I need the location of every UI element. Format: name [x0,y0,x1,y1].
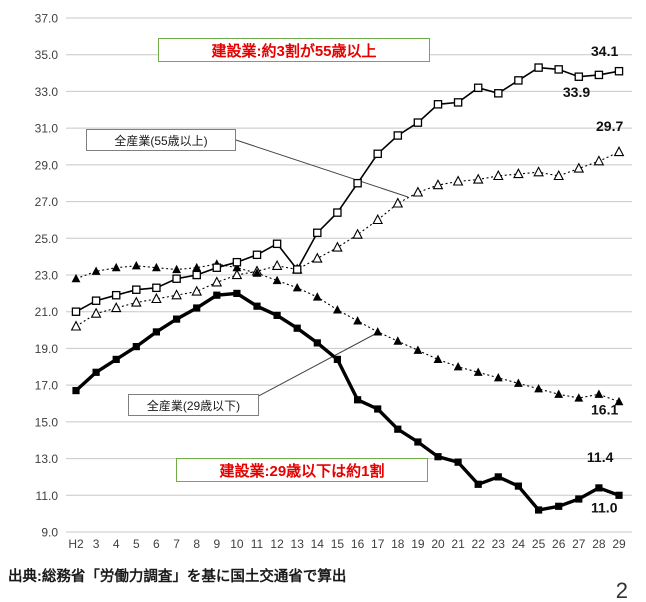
svg-text:15: 15 [331,537,345,551]
series-label-all-industry-under29: 全産業(29歳以下) [128,394,259,416]
svg-text:25.0: 25.0 [35,232,59,246]
line-chart-canvas: 37.0 35.0 33.0 31.0 29.0 27.0 25.0 23.0 21.0 19.0… [35,12,632,551]
svg-text:29.7: 29.7 [596,118,623,134]
svg-text:17.0: 17.0 [35,379,59,393]
annotation-construction-under29: 建設業:29歳以下は約1割 [176,458,428,482]
svg-text:9: 9 [213,537,220,551]
svg-text:37.0: 37.0 [35,12,59,26]
svg-text:29.0: 29.0 [35,158,59,172]
svg-text:22: 22 [472,537,486,551]
svg-text:31.0: 31.0 [35,122,59,136]
series-label-all-industry-over55: 全産業(55歳以上) [86,129,236,151]
svg-text:10: 10 [230,537,244,551]
page-number: 2 [615,578,628,602]
svg-text:23: 23 [492,537,506,551]
svg-text:9.0: 9.0 [41,526,58,540]
svg-text:19: 19 [411,537,425,551]
svg-text:11: 11 [251,537,264,551]
svg-text:27: 27 [572,537,586,551]
svg-text:7: 7 [173,537,180,551]
svg-text:34.1: 34.1 [591,43,618,59]
svg-text:27.0: 27.0 [35,195,59,209]
svg-text:24: 24 [512,537,526,551]
svg-text:11.0: 11.0 [36,489,59,503]
svg-text:21.0: 21.0 [35,305,59,319]
svg-text:8: 8 [193,537,200,551]
svg-text:19.0: 19.0 [35,342,59,356]
svg-text:6: 6 [153,537,160,551]
svg-text:12: 12 [270,537,284,551]
svg-text:18: 18 [391,537,405,551]
svg-text:14: 14 [311,537,325,551]
svg-text:21: 21 [451,537,465,551]
svg-text:17: 17 [371,537,385,551]
svg-text:16: 16 [351,537,365,551]
svg-text:15.0: 15.0 [35,415,59,429]
svg-text:25: 25 [532,537,546,551]
svg-text:13: 13 [291,537,305,551]
svg-text:3: 3 [93,537,100,551]
svg-text:29: 29 [612,537,626,551]
svg-text:13.0: 13.0 [35,452,59,466]
svg-text:11.0: 11.0 [591,499,618,515]
svg-text:20: 20 [431,537,445,551]
svg-text:33.0: 33.0 [35,85,59,99]
svg-text:H2: H2 [68,537,84,551]
svg-text:5: 5 [133,537,140,551]
annotation-construction-over55: 建設業:約3割が55歳以上 [158,38,430,62]
svg-text:11.4: 11.4 [587,449,614,465]
svg-text:33.9: 33.9 [563,84,590,100]
source-note: 出典:総務省「労働力調査」を基に国土交通省で算出 [8,569,347,585]
svg-text:23.0: 23.0 [35,269,59,283]
svg-text:26: 26 [552,537,566,551]
svg-text:35.0: 35.0 [35,48,59,62]
svg-text:16.1: 16.1 [591,402,618,418]
svg-text:4: 4 [113,537,120,551]
svg-text:28: 28 [592,537,606,551]
